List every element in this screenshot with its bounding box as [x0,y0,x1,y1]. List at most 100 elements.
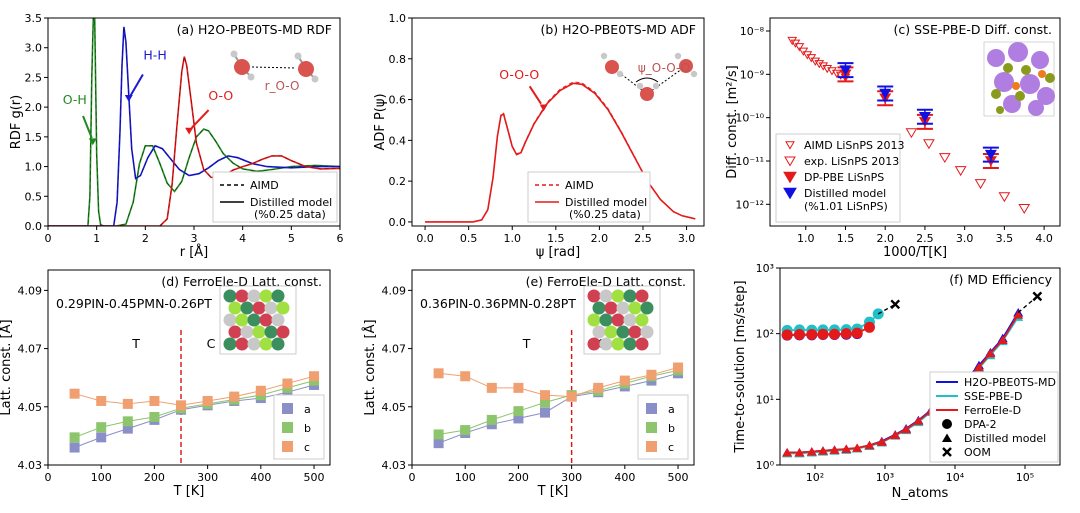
panel-d-point-c-3 [149,395,160,406]
panel-f-title: (f) MD Efficiency [949,272,1052,287]
panel-d-xlabel: T [K] [173,484,205,499]
panel-b-ytick-label-0: 0.0 [389,216,407,229]
panel-c-xtick-label-5: 3.5 [996,232,1014,245]
water-a-2-h2 [311,75,319,83]
panel-d-point-c-1 [96,395,107,406]
panel-e-legend-marker-c [646,441,657,452]
panel-e-atom-1-1 [604,301,618,315]
ooo-hydrogen-4 [636,82,644,90]
panel-b-xlabel: ψ [rad] [536,245,580,260]
panel-b-xtick-label-6: 3.0 [678,232,696,245]
panel-f-xlabel: N_atoms [892,486,949,501]
panel-e-atom-4-2 [611,337,625,351]
eff-distilled-point-5-9 [890,430,901,440]
panel-e-line-a [438,372,679,444]
legend-f-label-5: OOM [964,446,991,459]
panel-e-legend-label-b: b [668,422,675,435]
ooo-hydrogen-3 [690,70,698,78]
aimd-point-7 [814,60,825,69]
eff-distilled-point-5-7 [864,440,875,450]
eff-dpa2-point-2-0 [781,329,793,341]
annotation-hh-arrow [129,73,144,96]
exp-point-0 [905,128,918,139]
panel-a-title: (a) H2O-PBE0TS-MD RDF [177,22,332,37]
panel-f-xtick-label-3: 10⁵ [1016,471,1034,484]
panel-e-point-c-2 [486,382,497,393]
annotation-psi: ψ_O-O-O [638,61,690,75]
panel-b-xtick-label-3: 1.5 [547,232,565,245]
annotation-hh-arrowhead [124,95,133,102]
eff-dpa2-point-2-7 [863,321,875,333]
panel-e-atom-1-0 [592,301,606,315]
panel-c-xtick-label-0: 1.0 [797,232,815,245]
legend-c-marker-2 [783,171,797,184]
ooo-hydrogen-1 [616,70,624,78]
panel-e-ytick-label-2: 4.07 [382,343,407,356]
panel-e-point-b-3 [513,406,524,417]
panel-e-atom-4-1 [599,337,613,351]
eff-dpa2-point-2-4 [829,328,841,340]
panel-a-xtick-label-4: 4 [239,232,246,245]
legend-f-marker-distilled [942,433,952,442]
annotation-oh-arrowhead [88,138,97,146]
panel-d-atom-3-1 [240,325,254,339]
water-a-1-h1 [230,50,238,58]
panel-b-xtick-label-5: 2.5 [634,232,652,245]
panel-e-atom-2-3 [623,313,637,327]
panel-d-point-c-9 [309,371,320,382]
panel-d-atom-4-4 [271,337,285,351]
panel-e-point-a-3 [513,413,524,424]
legend-c-label-0: AIMD LiSnPS 2013 [804,139,904,152]
panel-e-atom-3-1 [604,325,618,339]
eff-oom-marker-7 [890,299,901,310]
eff-distilled-point-5-5 [841,444,852,454]
legend-a-distilled-sub: (%0.25 data) [254,208,326,221]
panel-b-ytick-label-3: 0.6 [389,94,407,107]
panel-d-point-a-0 [69,442,80,453]
panel-e-atom-1-2 [616,301,630,315]
panel-d-legend-label-b: b [304,422,311,435]
annotation-oh-arrow [82,115,93,139]
panel-d-point-c-5 [202,395,213,406]
panel-d-crystal-box [219,285,297,355]
sse-atom-11 [991,89,1001,99]
legend-a-distilled: Distilled model [250,196,332,209]
aimd-point-10 [827,67,837,76]
sse-atom-5 [1037,87,1055,105]
legend-b-aimd: AIMD [565,179,594,192]
panel-e-point-c-4 [540,390,551,401]
panel-d-atom-0-0 [223,289,237,303]
water-a-2-oxygen [298,61,314,77]
sse-atom-2 [1031,51,1049,69]
eff-oom-marker-6 [1032,291,1043,302]
eff-dpa2-point-2-1 [793,329,805,341]
exp-point-2 [938,153,951,164]
eff-dpa2-point-2-3 [817,328,829,340]
panel-c-xlabel: 1000/T[K] [883,245,947,260]
panel-e-xlabel: T [K] [537,484,569,499]
ooo-oxygen-3 [640,87,654,101]
panel-d-atom-4-2 [247,337,261,351]
ooo-hydrogen-5 [652,82,660,90]
panel-c-frame [769,17,1061,227]
panel-b-xtick-label-2: 1.0 [503,232,521,245]
legend-f-label-2: FerroEle-D [964,404,1021,417]
annotation-ooo-arrowhead [539,104,548,112]
ooo-angle-arc [635,77,659,83]
sse-atom-10 [1045,73,1055,83]
panel-f-ytick-label-2: 10² [756,328,774,341]
aimd-point-8 [818,62,829,71]
panel-d-ytick-label-2: 4.07 [18,343,43,356]
ooo-hydrogen-2 [674,52,682,60]
panel-d-point-b-0 [69,432,80,443]
ooo-oxygen-2 [679,59,693,73]
panel-e-atom-2-0 [587,313,601,327]
panel-d-xtick-label-5: 500 [304,471,325,484]
panel-e-atom-2-4 [635,313,649,327]
annotation-ooo-arrow [528,85,542,105]
panel-e-point-b-2 [486,414,497,425]
panel-d-point-c-4 [176,400,187,411]
legend-f-label-3: DPA-2 [964,418,997,431]
panel-d-point-c-2 [122,398,133,409]
panel-e-point-c-3 [513,382,524,393]
